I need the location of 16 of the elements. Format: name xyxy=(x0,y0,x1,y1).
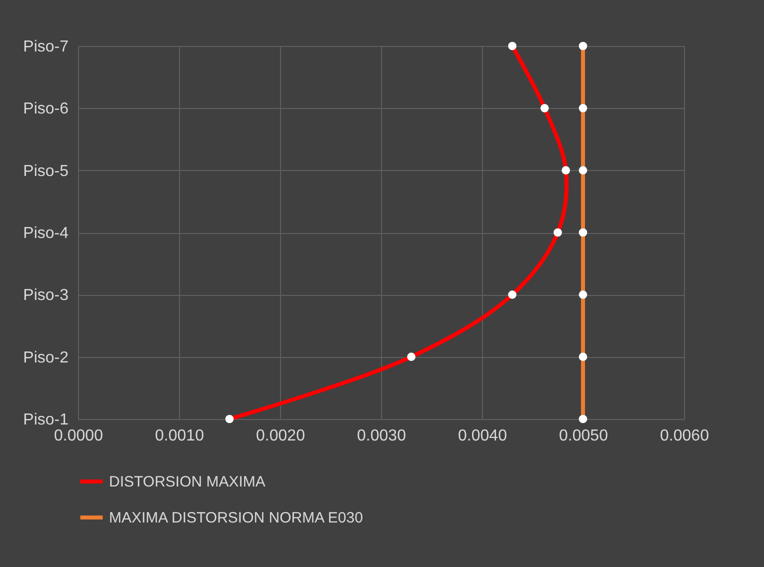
x-tick-label: 0.0020 xyxy=(256,428,306,444)
y-tick-label: Piso-1 xyxy=(23,412,69,428)
x-tick-label: 0.0010 xyxy=(155,428,204,444)
y-tick-label: Piso-5 xyxy=(23,162,69,180)
y-tick-label: Piso-6 xyxy=(23,100,69,118)
legend-label: DISTORSION MAXIMA xyxy=(109,474,266,490)
y-tick-label: Piso-3 xyxy=(23,287,69,304)
x-tick-label: 0.0040 xyxy=(458,428,508,444)
x-tick-label: 0.0000 xyxy=(54,428,104,444)
y-tick-label: Piso-7 xyxy=(23,38,69,56)
y-tick-label: Piso-4 xyxy=(23,225,69,242)
x-tick-label: 0.0050 xyxy=(559,428,608,444)
y-tick-label: Piso-2 xyxy=(23,349,69,366)
x-tick-label: 0.0060 xyxy=(660,428,710,444)
legend-label: MAXIMA DISTORSION NORMA E030 xyxy=(109,510,363,526)
x-tick-label: 0.0030 xyxy=(357,428,406,444)
